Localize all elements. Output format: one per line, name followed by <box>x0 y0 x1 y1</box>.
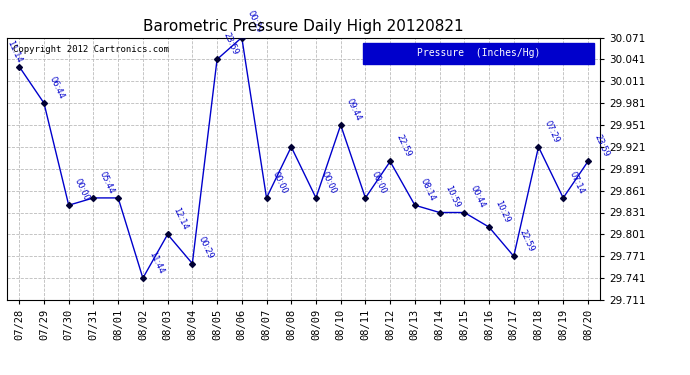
Text: 23:59: 23:59 <box>221 31 239 57</box>
Text: 12:14: 12:14 <box>172 206 190 232</box>
Text: 07:29: 07:29 <box>542 118 561 144</box>
Text: Pressure  (Inches/Hg): Pressure (Inches/Hg) <box>417 48 540 58</box>
Text: 11:44: 11:44 <box>147 250 165 275</box>
Text: 08:14: 08:14 <box>419 177 437 203</box>
Text: Copyright 2012 Cartronics.com: Copyright 2012 Cartronics.com <box>13 45 169 54</box>
Text: 22:59: 22:59 <box>394 134 413 159</box>
Text: 23:59: 23:59 <box>592 133 611 159</box>
Bar <box>363 43 594 64</box>
Text: 00:29: 00:29 <box>246 9 264 35</box>
Text: 11:14: 11:14 <box>6 39 23 64</box>
Text: 00:00: 00:00 <box>73 177 91 203</box>
Text: 00:00: 00:00 <box>320 170 338 195</box>
Text: 00:00: 00:00 <box>370 170 388 195</box>
Text: 09:44: 09:44 <box>345 97 363 122</box>
Title: Barometric Pressure Daily High 20120821: Barometric Pressure Daily High 20120821 <box>144 18 464 33</box>
Text: 10:59: 10:59 <box>444 184 462 210</box>
Text: 00:00: 00:00 <box>270 170 289 195</box>
Text: 00:44: 00:44 <box>469 184 486 210</box>
Text: 06:44: 06:44 <box>48 75 66 100</box>
Text: 00:29: 00:29 <box>197 236 215 261</box>
Text: 07:14: 07:14 <box>567 170 586 195</box>
Text: 22:59: 22:59 <box>518 228 536 254</box>
Text: 10:29: 10:29 <box>493 199 511 224</box>
Text: 05:44: 05:44 <box>97 170 116 195</box>
